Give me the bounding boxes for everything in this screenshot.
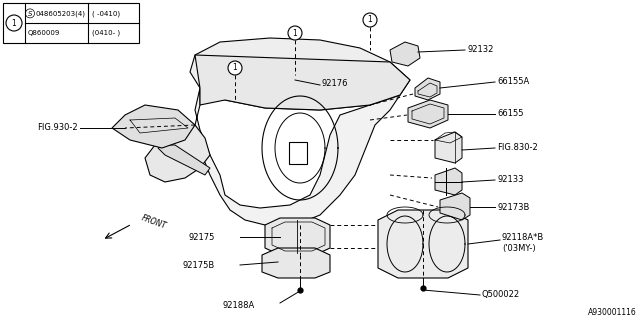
Bar <box>289 142 307 164</box>
Text: 66155A: 66155A <box>497 77 529 86</box>
Text: FIG.930-2: FIG.930-2 <box>37 124 78 132</box>
Polygon shape <box>378 210 468 278</box>
Text: 92118A*B: 92118A*B <box>502 234 544 243</box>
Polygon shape <box>262 248 330 278</box>
Polygon shape <box>408 100 448 128</box>
Polygon shape <box>190 38 410 110</box>
Circle shape <box>6 15 22 31</box>
Text: 92175: 92175 <box>189 233 215 242</box>
Text: 92175B: 92175B <box>183 260 215 269</box>
Polygon shape <box>435 132 462 163</box>
Polygon shape <box>415 78 440 100</box>
Polygon shape <box>112 105 195 148</box>
Text: 92132: 92132 <box>467 45 493 54</box>
Text: 92188A: 92188A <box>223 300 255 309</box>
Circle shape <box>228 61 242 75</box>
Text: Q500022: Q500022 <box>482 291 520 300</box>
Polygon shape <box>440 193 470 220</box>
Text: (0410- ): (0410- ) <box>92 30 120 36</box>
Text: 1: 1 <box>232 63 237 73</box>
Polygon shape <box>145 125 210 182</box>
Polygon shape <box>158 145 210 175</box>
Circle shape <box>288 26 302 40</box>
Text: 1: 1 <box>292 28 298 37</box>
Text: 92176: 92176 <box>321 78 348 87</box>
Polygon shape <box>390 42 420 66</box>
Polygon shape <box>195 88 400 225</box>
Circle shape <box>363 13 377 27</box>
Text: 92133: 92133 <box>497 175 524 185</box>
Text: 66155: 66155 <box>497 109 524 118</box>
Text: 1: 1 <box>367 15 372 25</box>
Text: 048605203(4): 048605203(4) <box>35 11 85 18</box>
Text: S: S <box>28 11 33 17</box>
Text: Q860009: Q860009 <box>28 30 60 36</box>
Bar <box>3 3 139 43</box>
Polygon shape <box>195 55 410 110</box>
Text: ( -0410): ( -0410) <box>92 11 120 18</box>
Text: A930001116: A930001116 <box>588 308 637 317</box>
Text: 92173B: 92173B <box>497 203 529 212</box>
Polygon shape <box>435 168 462 195</box>
Polygon shape <box>265 218 330 255</box>
Text: 1: 1 <box>12 19 17 28</box>
Text: FIG.830-2: FIG.830-2 <box>497 143 538 153</box>
Text: ('03MY-): ('03MY-) <box>502 244 536 252</box>
Text: FRONT: FRONT <box>140 213 168 231</box>
